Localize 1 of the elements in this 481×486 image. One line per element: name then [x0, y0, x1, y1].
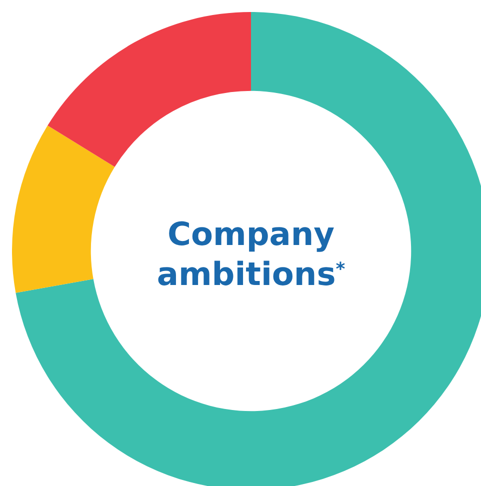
text: Company ambitions$^{*}$	[156, 215, 346, 293]
